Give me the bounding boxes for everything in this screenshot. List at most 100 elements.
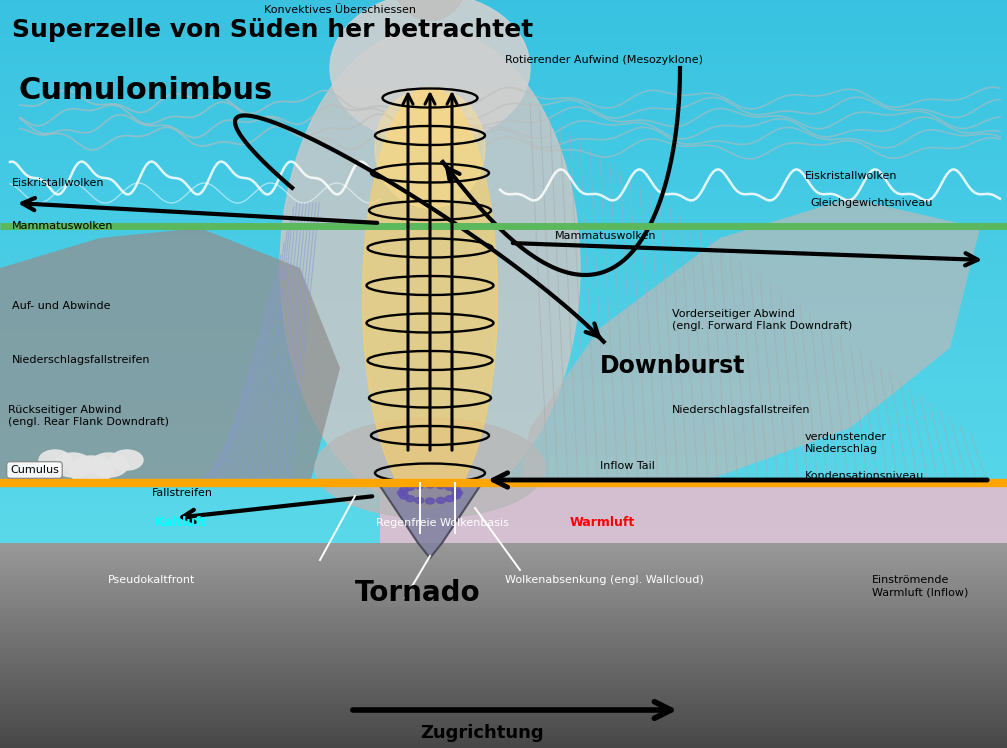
Bar	[0, 671, 1007, 674]
Bar	[0, 329, 1007, 333]
Bar	[0, 419, 1007, 423]
Bar	[0, 378, 1007, 381]
Text: Superzelle von Süden her betrachtet: Superzelle von Süden her betrachtet	[12, 18, 534, 42]
Bar	[0, 105, 1007, 108]
Bar	[0, 288, 1007, 292]
Bar	[0, 572, 1007, 576]
Bar	[0, 434, 1007, 438]
Bar	[0, 176, 1007, 180]
Bar	[0, 479, 1007, 482]
Bar	[0, 602, 1007, 604]
Bar	[0, 277, 1007, 280]
Bar	[0, 599, 1007, 602]
Text: Gleichgewichtsniveau: Gleichgewichtsniveau	[810, 198, 932, 208]
Bar	[0, 22, 1007, 26]
Bar	[0, 243, 1007, 247]
Text: Downburst: Downburst	[600, 354, 745, 378]
Text: Kondensationsniveau: Kondensationsniveau	[805, 471, 924, 481]
Bar	[0, 638, 1007, 640]
Bar	[0, 415, 1007, 419]
Bar	[0, 571, 1007, 574]
Text: Regenfreie Wolkenbasis: Regenfreie Wolkenbasis	[376, 518, 509, 528]
Ellipse shape	[436, 482, 445, 488]
Bar	[0, 692, 1007, 694]
Bar	[0, 613, 1007, 617]
Bar	[0, 236, 1007, 239]
Bar	[0, 741, 1007, 744]
Bar	[0, 411, 1007, 415]
Polygon shape	[520, 198, 980, 483]
Bar	[0, 381, 1007, 385]
Bar	[0, 310, 1007, 314]
Bar	[0, 224, 1007, 228]
Bar	[0, 490, 1007, 494]
Bar	[0, 646, 1007, 648]
Bar	[0, 673, 1007, 677]
Ellipse shape	[451, 493, 460, 499]
Bar	[0, 400, 1007, 404]
Bar	[0, 280, 1007, 284]
Bar	[0, 408, 1007, 411]
Bar	[0, 542, 1007, 546]
Text: Fallstreifen: Fallstreifen	[152, 488, 213, 498]
Bar	[0, 453, 1007, 456]
Ellipse shape	[453, 490, 462, 496]
Bar	[0, 684, 1007, 687]
Bar	[0, 471, 1007, 475]
Bar	[0, 307, 1007, 310]
Ellipse shape	[69, 456, 113, 484]
Ellipse shape	[415, 497, 424, 503]
Bar	[0, 684, 1007, 688]
Bar	[0, 468, 1007, 471]
Text: Warmluft: Warmluft	[570, 517, 635, 530]
Bar	[0, 658, 1007, 662]
Bar	[0, 557, 1007, 561]
Bar	[0, 729, 1007, 733]
Text: Rückseitiger Abwind
(engl. Rear Flank Downdraft): Rückseitiger Abwind (engl. Rear Flank Do…	[8, 405, 169, 427]
Ellipse shape	[280, 28, 580, 508]
Bar	[0, 501, 1007, 505]
Ellipse shape	[398, 490, 407, 496]
Bar	[0, 723, 1007, 725]
Bar	[0, 138, 1007, 142]
Bar	[0, 656, 1007, 658]
Bar	[0, 669, 1007, 673]
Bar	[0, 157, 1007, 161]
Bar	[0, 726, 1007, 729]
Bar	[0, 456, 1007, 460]
Bar	[0, 617, 1007, 621]
Bar	[0, 449, 1007, 453]
Bar	[0, 187, 1007, 191]
Bar	[0, 661, 1007, 663]
Bar	[0, 583, 1007, 587]
Bar	[0, 60, 1007, 64]
Bar	[0, 314, 1007, 318]
Bar	[0, 714, 1007, 718]
Bar	[0, 393, 1007, 396]
Bar	[0, 705, 1007, 707]
Bar	[0, 628, 1007, 630]
Bar	[0, 64, 1007, 67]
Bar	[0, 37, 1007, 41]
Text: Einströmende
Warmluft (Inflow): Einströmende Warmluft (Inflow)	[872, 574, 969, 598]
Bar	[0, 67, 1007, 71]
Bar	[0, 269, 1007, 273]
Bar	[0, 150, 1007, 153]
Ellipse shape	[330, 0, 530, 143]
Bar	[0, 26, 1007, 30]
Bar	[0, 738, 1007, 741]
Bar	[0, 744, 1007, 748]
Ellipse shape	[111, 450, 143, 470]
Bar	[0, 209, 1007, 213]
Bar	[0, 217, 1007, 221]
Bar	[0, 430, 1007, 434]
Bar	[0, 620, 1007, 622]
Ellipse shape	[375, 88, 485, 208]
Text: Auf- und Abwinde: Auf- und Abwinde	[12, 301, 111, 311]
Bar	[0, 94, 1007, 97]
Bar	[0, 587, 1007, 591]
Bar	[0, 482, 1007, 486]
Bar	[0, 116, 1007, 120]
Ellipse shape	[406, 485, 415, 491]
Bar	[0, 213, 1007, 217]
